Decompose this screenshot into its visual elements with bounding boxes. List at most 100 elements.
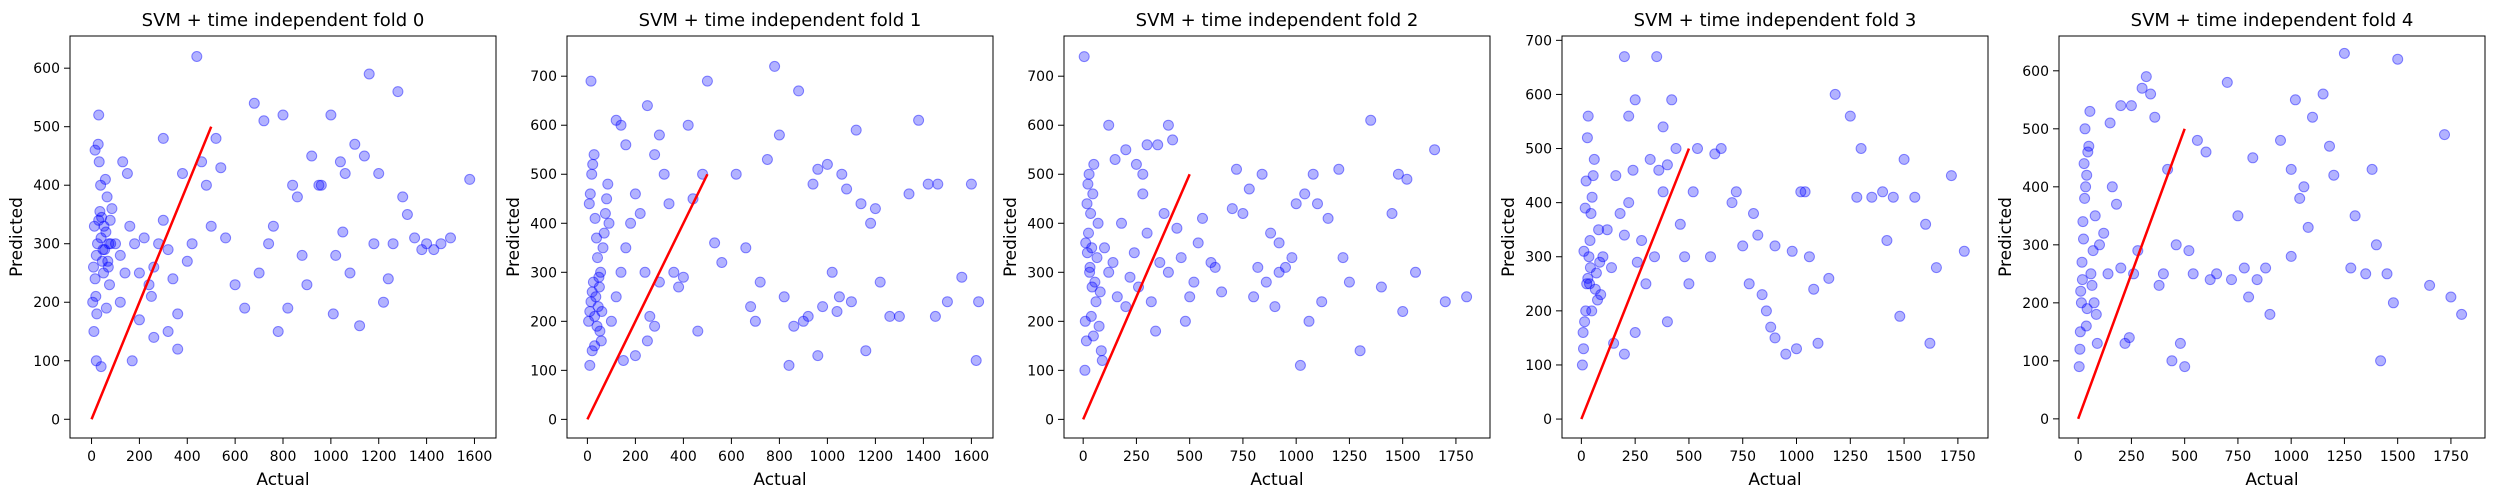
data-point — [114, 249, 126, 261]
data-point — [1582, 272, 1594, 284]
data-point — [2136, 82, 2148, 94]
data-point — [594, 325, 606, 337]
y-tick-label: 400 — [33, 178, 60, 194]
data-point — [94, 206, 106, 217]
x-tick-label: 600 — [718, 449, 745, 465]
data-point — [584, 188, 596, 200]
chart-title: SVM + time independent fold 3 — [1634, 10, 1917, 31]
data-point — [1592, 294, 1603, 306]
data-point — [421, 238, 433, 250]
data-point — [2081, 169, 2093, 181]
data-point — [2375, 355, 2387, 367]
data-point — [903, 188, 915, 200]
data-point — [833, 291, 845, 303]
data-point — [585, 296, 597, 308]
x-tick-label: 750 — [2225, 449, 2252, 465]
data-point — [1081, 198, 1093, 210]
data-point — [1081, 247, 1093, 259]
data-point — [1581, 132, 1593, 144]
x-tick-label: 1750 — [1438, 449, 1474, 465]
data-point — [2081, 303, 2093, 315]
data-point — [1780, 348, 1792, 360]
data-point — [1812, 337, 1824, 349]
chart-panel-4: 0 250 500 750 1000 1250 1500 1750 0 100 200 300 400 5… — [1996, 10, 2486, 490]
y-tick-label: 500 — [1525, 142, 1552, 158]
y-tick-label: 500 — [33, 120, 60, 136]
reference-line — [1580, 148, 1691, 420]
data-point — [2243, 291, 2255, 303]
data-point — [2157, 268, 2169, 280]
data-point — [1162, 266, 1174, 278]
data-point — [783, 359, 795, 371]
data-point — [1618, 229, 1630, 241]
data-point — [817, 301, 829, 313]
y-tick-label: 100 — [1525, 358, 1552, 374]
data-point — [922, 178, 934, 190]
data-point — [1586, 305, 1598, 317]
data-point — [1410, 266, 1421, 278]
data-point — [90, 249, 102, 261]
data-point — [2211, 268, 2223, 280]
data-point — [1096, 355, 1108, 366]
data-point — [634, 208, 646, 219]
data-point — [1657, 121, 1669, 133]
data-point — [1866, 191, 1878, 203]
data-point — [2349, 210, 2361, 222]
data-point — [1743, 278, 1755, 290]
data-point — [1256, 168, 1268, 180]
data-point — [89, 144, 101, 156]
data-point — [587, 276, 599, 288]
x-tick-label: 400 — [670, 449, 697, 465]
data-point — [761, 154, 773, 165]
data-point — [119, 267, 131, 279]
data-point — [253, 267, 265, 279]
reference-line — [1082, 173, 1191, 420]
data-point — [229, 279, 241, 291]
data-point — [884, 310, 896, 322]
data-point — [315, 179, 327, 191]
data-point — [807, 178, 819, 190]
data-point — [965, 178, 977, 190]
data-point — [2149, 111, 2161, 123]
y-tick-label: 200 — [1525, 304, 1552, 320]
data-point — [1086, 242, 1098, 254]
x-tick-label: 1000 — [810, 449, 846, 465]
data-point — [589, 212, 601, 224]
data-point — [2456, 308, 2468, 320]
data-point — [2078, 233, 2089, 245]
data-point — [749, 315, 761, 327]
data-point — [2079, 123, 2091, 135]
data-point — [1085, 208, 1097, 219]
data-point — [104, 279, 115, 291]
x-tick-label: 0 — [1577, 449, 1586, 465]
data-point — [387, 238, 399, 250]
data-point — [1631, 256, 1643, 268]
data-point — [793, 85, 805, 97]
x-tick-label: 250 — [2118, 449, 2145, 465]
data-point — [191, 51, 203, 62]
data-point — [745, 301, 757, 313]
data-point — [973, 296, 985, 308]
data-point — [2075, 297, 2087, 309]
data-point — [2200, 146, 2212, 158]
data-point — [121, 168, 133, 179]
x-tick-label: 250 — [1123, 449, 1150, 465]
data-point — [2084, 105, 2096, 117]
data-point — [1752, 229, 1764, 241]
y-axis-label: Predicted — [1996, 197, 2016, 277]
data-point — [599, 208, 611, 219]
data-point — [2183, 245, 2195, 257]
data-point — [148, 331, 160, 343]
data-point — [617, 355, 629, 366]
data-point — [96, 211, 108, 223]
x-tick-label: 600 — [222, 449, 249, 465]
data-point — [90, 290, 102, 302]
data-point — [129, 238, 141, 250]
data-point — [2153, 279, 2165, 291]
x-axis-label: Actual — [1748, 470, 1801, 490]
data-point — [2086, 279, 2098, 291]
data-point — [1661, 159, 1673, 171]
data-point — [392, 86, 404, 98]
data-point — [1439, 296, 1451, 308]
data-point — [2324, 140, 2335, 152]
